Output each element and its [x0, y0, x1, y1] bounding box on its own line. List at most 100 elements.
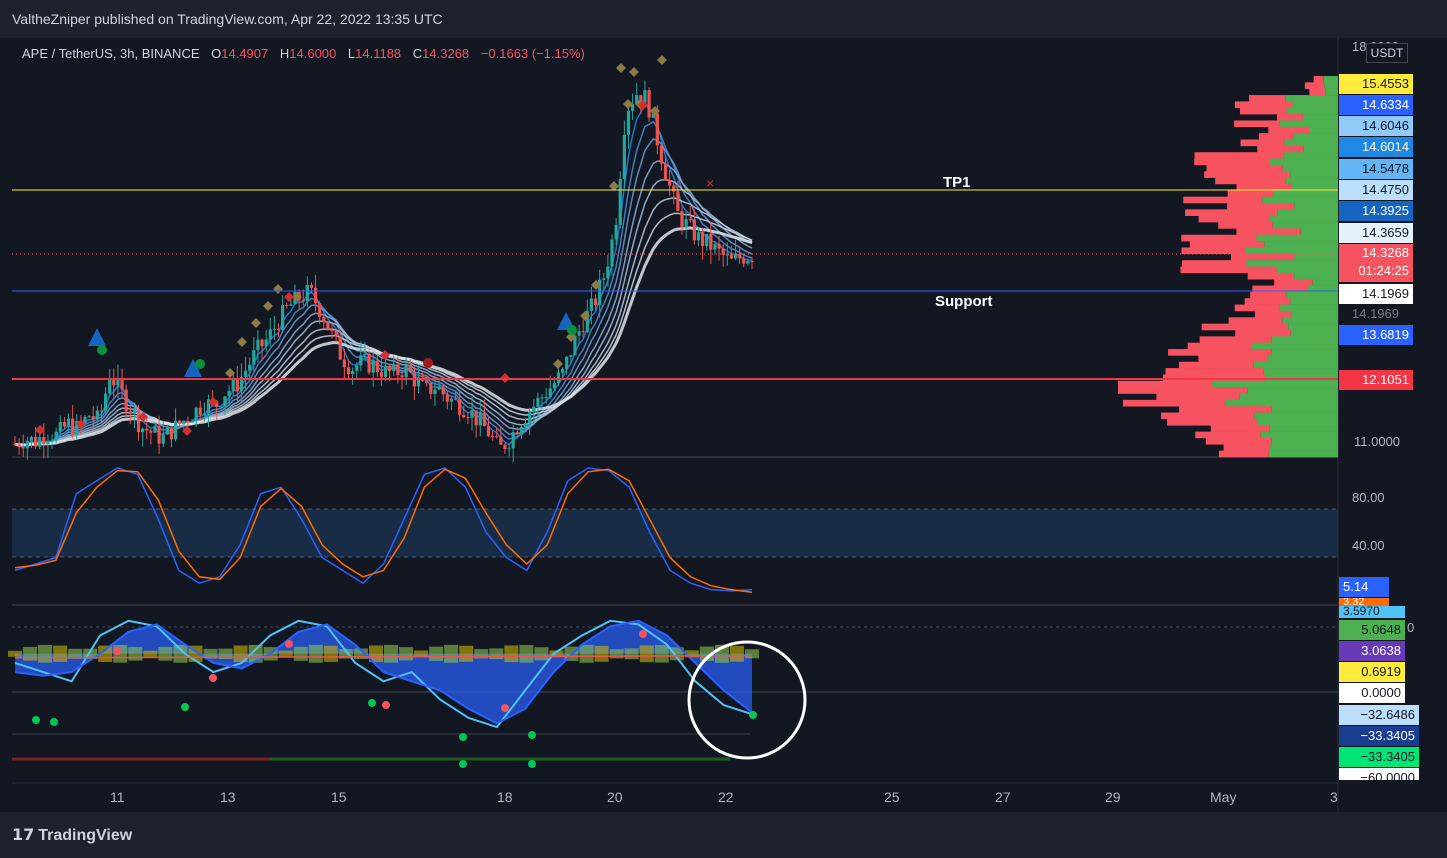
momentum-bar	[128, 647, 143, 661]
momentum-bar	[293, 646, 308, 661]
candle-body	[62, 421, 67, 427]
profile-bar-up	[1253, 361, 1338, 369]
momentum-bar	[158, 646, 173, 661]
osc-buy-dot	[32, 716, 40, 724]
candle-body	[46, 440, 50, 445]
momentum-bar	[474, 649, 489, 659]
candle-body	[285, 305, 289, 307]
momentum-bar	[203, 648, 218, 659]
profile-bar-up	[1309, 126, 1338, 134]
sell-marker	[380, 350, 390, 360]
diamond-marker	[616, 63, 626, 73]
price-tag-poc: 12.1051	[1339, 370, 1413, 390]
price-tag-14.3925: 14.3925	[1339, 201, 1413, 221]
profile-bar-up	[1300, 228, 1338, 236]
profile-bar-up	[1254, 412, 1338, 420]
sell-dot	[423, 358, 433, 368]
profile-bar-up	[1285, 95, 1338, 102]
chart-svg[interactable]: × TP1 Support APE / TetherUS, 3h, BINANC…	[0, 38, 1447, 812]
candle-body	[515, 432, 519, 435]
diamond-marker	[292, 292, 302, 302]
candle-body	[643, 90, 647, 103]
candle-body	[91, 416, 95, 420]
candle-body	[713, 243, 717, 250]
osc-pane[interactable]	[12, 606, 1338, 782]
profile-bar-up	[1247, 387, 1338, 394]
candle-body	[173, 420, 178, 440]
legend-open: 14.4907	[221, 46, 268, 61]
candle-body	[330, 329, 334, 331]
candle-body	[227, 390, 231, 397]
candle-body	[437, 386, 441, 390]
candle-body	[120, 378, 124, 390]
candle-body	[25, 440, 29, 449]
candle-body	[729, 254, 734, 259]
candle-body	[256, 339, 260, 351]
stoch-label-40: 40.00	[1352, 538, 1385, 553]
profile-bar-down	[1205, 437, 1272, 445]
candle-body	[186, 420, 190, 423]
candle-body	[243, 370, 248, 377]
sell-marker	[208, 397, 218, 407]
osc-tag-8: −33.3405	[1339, 747, 1419, 767]
candle-body	[87, 416, 91, 418]
candle-body	[548, 388, 552, 398]
profile-bar-down	[1228, 317, 1283, 324]
candle-body	[709, 234, 713, 250]
profile-bar-down	[1118, 387, 1248, 394]
currency-button[interactable]: USDT	[1366, 43, 1408, 63]
candle-body	[141, 428, 145, 433]
profile-bar-up	[1290, 298, 1338, 305]
candle-body	[400, 375, 404, 378]
candle-body	[433, 389, 437, 394]
profile-bar-down	[1227, 203, 1295, 210]
candle-body	[523, 423, 528, 427]
candle-body	[680, 211, 684, 228]
profile-bar-down	[1198, 355, 1268, 363]
candle-body	[561, 368, 565, 373]
candle-body	[622, 134, 626, 179]
profile-bar-down	[1258, 133, 1294, 140]
momentum-bar	[278, 650, 293, 657]
profile-bar-up	[1292, 101, 1338, 109]
profile-bar-down	[1236, 183, 1292, 191]
profile-bar-up	[1284, 139, 1338, 147]
profile-bar-up	[1284, 152, 1338, 159]
diamond-marker	[623, 99, 633, 109]
tradingview-logo[interactable]: 𝟭𝟳 TradingView	[12, 825, 132, 845]
momentum-bar	[489, 648, 504, 660]
candle-body	[99, 410, 104, 412]
candle-body	[112, 379, 116, 386]
momentum-bar	[729, 645, 744, 662]
osc-tag-3: 3.0638	[1339, 641, 1405, 661]
time-label: 27	[995, 789, 1011, 805]
candle-body	[449, 398, 454, 402]
candle-body	[672, 185, 676, 192]
profile-bar-down	[1313, 76, 1324, 83]
highlight-circle	[687, 640, 807, 760]
profile-bar-down	[1167, 418, 1258, 426]
osc-tag-1: 3.5970	[1339, 606, 1405, 618]
osc-sell-dot	[113, 647, 121, 655]
candle-body	[231, 378, 235, 391]
candle-body	[528, 412, 532, 424]
stoch-tag-k: 5.14	[1339, 577, 1389, 597]
momentum-bar	[218, 648, 233, 659]
candle-body	[598, 279, 602, 306]
support-label: Support	[935, 293, 993, 310]
profile-bar-up	[1279, 304, 1338, 312]
profile-bar-up	[1269, 215, 1338, 223]
candle-body	[351, 370, 355, 374]
candle-body	[38, 437, 42, 447]
time-label: 15	[331, 789, 347, 805]
profile-bar-up	[1257, 418, 1338, 426]
candle-body	[626, 110, 631, 135]
time-label: 22	[718, 789, 734, 805]
profile-bar-up	[1303, 145, 1338, 153]
candle-body	[408, 364, 412, 373]
wave-line	[14, 619, 753, 725]
last-price-value: 14.3268	[1362, 245, 1409, 260]
profile-bar-up	[1267, 355, 1338, 363]
profile-bar-up	[1251, 342, 1338, 350]
price-tag-14.6046: 14.6046	[1339, 116, 1413, 136]
